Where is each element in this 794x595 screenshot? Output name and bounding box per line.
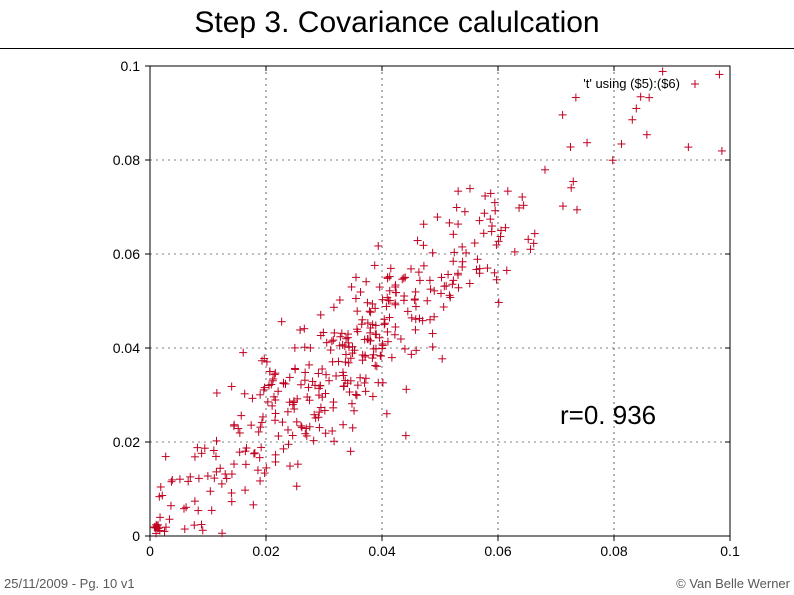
svg-text:0.08: 0.08 (600, 543, 627, 559)
svg-text:0.02: 0.02 (113, 434, 140, 450)
footer-right: © Van Belle Werner (676, 576, 790, 591)
svg-text:0.1: 0.1 (720, 543, 740, 559)
correlation-annotation: r=0. 936 (560, 400, 656, 431)
svg-text:0.04: 0.04 (113, 340, 140, 356)
svg-text:0.06: 0.06 (484, 543, 511, 559)
footer-left: 25/11/2009 - Pg. 10 v1 (4, 576, 135, 591)
scatter-chart: 0 0.02 0.04 0.06 0.08 0.1 0 0.02 0.04 0.06 0.08 0.1… (80, 56, 750, 566)
svg-text:'t' using ($5):($6): 't' using ($5):($6) (583, 76, 680, 91)
svg-text:0.06: 0.06 (113, 246, 140, 262)
slide-title: Step 3. Covariance calulcation (0, 6, 794, 40)
svg-text:0: 0 (146, 543, 154, 559)
svg-text:0.1: 0.1 (121, 58, 141, 74)
title-underline (0, 48, 794, 49)
svg-text:0: 0 (132, 528, 140, 544)
svg-text:0.04: 0.04 (368, 543, 395, 559)
svg-text:0.02: 0.02 (252, 543, 279, 559)
svg-text:0.08: 0.08 (113, 152, 140, 168)
